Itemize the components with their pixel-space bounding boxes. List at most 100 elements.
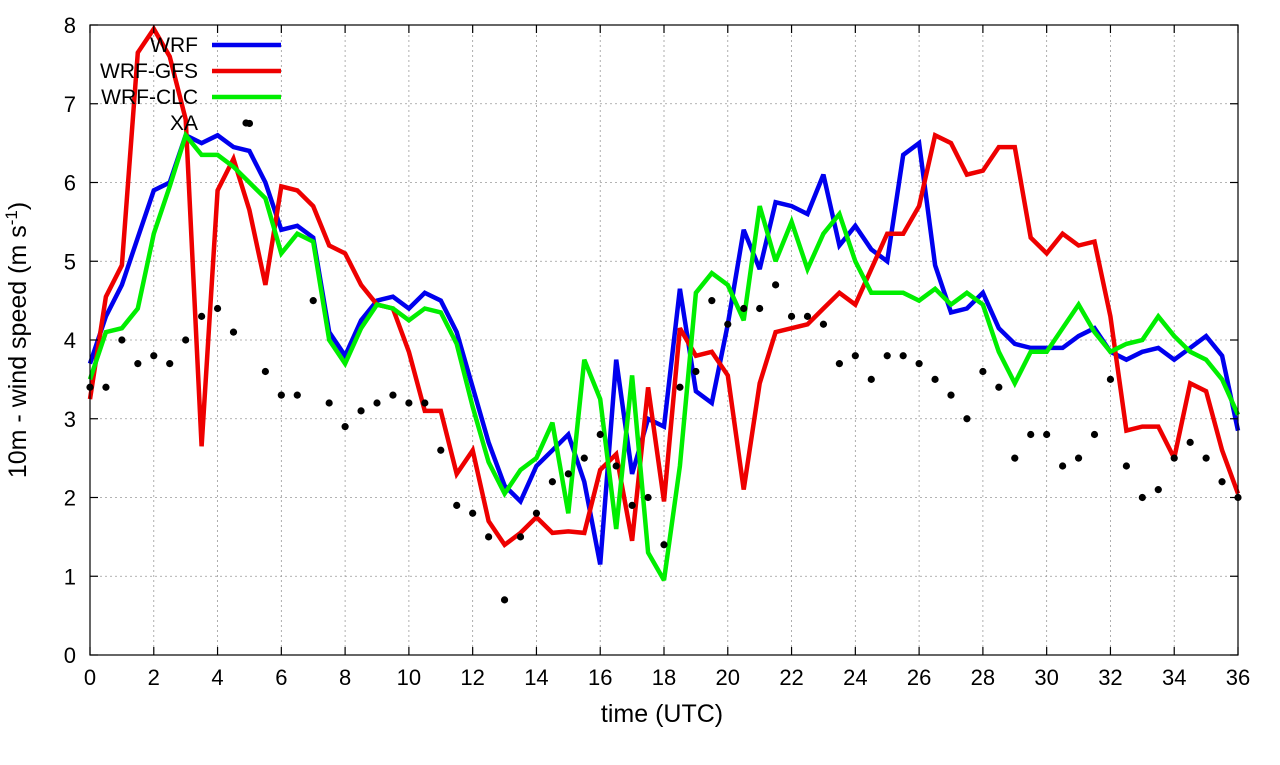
x-tick-label: 34 xyxy=(1162,665,1186,690)
data-point-xa xyxy=(389,391,397,399)
x-tick-label: 16 xyxy=(588,665,612,690)
x-tick-label: 12 xyxy=(460,665,484,690)
x-tick-label: 20 xyxy=(716,665,740,690)
data-point-xa xyxy=(740,304,748,313)
data-point-xa xyxy=(229,328,238,336)
data-point-xa xyxy=(182,336,190,344)
data-point-xa xyxy=(883,352,891,360)
data-point-xa xyxy=(134,360,142,368)
data-point-xa xyxy=(1170,454,1178,462)
x-tick-label: 36 xyxy=(1226,665,1250,690)
data-point-xa xyxy=(564,470,572,478)
data-point-xa xyxy=(485,533,493,541)
data-point-xa xyxy=(1122,462,1130,470)
data-point-xa xyxy=(150,352,158,360)
x-tick-label: 0 xyxy=(84,665,96,690)
data-point-xa xyxy=(979,367,987,376)
legend-marker-xa xyxy=(242,119,250,127)
data-point-xa xyxy=(692,367,700,376)
x-tick-label: 8 xyxy=(339,665,351,690)
data-point-xa xyxy=(772,281,780,289)
data-point-xa xyxy=(676,383,684,391)
data-point-xa xyxy=(915,360,923,368)
y-axis-title-main: 10m - wind speed (m s xyxy=(4,225,32,478)
legend-label-xa: XA xyxy=(170,112,198,135)
y-tick-label: 7 xyxy=(64,92,76,117)
data-point-xa xyxy=(1202,454,1210,462)
data-point-xa xyxy=(198,312,206,320)
data-point-xa xyxy=(644,493,652,502)
data-point-xa xyxy=(469,509,477,517)
x-tick-label: 18 xyxy=(652,665,676,690)
data-point-xa xyxy=(548,478,556,486)
data-point-xa xyxy=(995,383,1003,391)
data-point-xa xyxy=(1027,430,1035,439)
x-tick-label: 26 xyxy=(907,665,931,690)
series-layer xyxy=(86,24,1242,604)
y-tick-label: 3 xyxy=(64,407,76,432)
x-tick-label: 14 xyxy=(524,665,548,690)
x-tick-label: 4 xyxy=(211,665,223,690)
data-point-xa xyxy=(437,446,445,454)
legend-label-wrf-clc: WRF-CLC xyxy=(101,86,198,109)
data-point-xa xyxy=(166,360,174,368)
legend-label-wrf: WRF xyxy=(150,34,198,57)
x-axis-title: time (UTC) xyxy=(601,700,723,728)
series-line-wrf-clc xyxy=(87,130,1241,582)
data-point-xa xyxy=(1138,493,1146,502)
x-tick-label: 6 xyxy=(275,665,287,690)
legend: WRF WRF-GFS WRF-CLC XA xyxy=(100,34,281,135)
x-tick-label: 10 xyxy=(397,665,421,690)
series-line-wrf-gfs xyxy=(87,24,1241,549)
data-point-xa xyxy=(118,336,126,344)
data-point-xa xyxy=(819,320,828,328)
y-tick-label: 2 xyxy=(64,486,76,511)
x-tick-label: 30 xyxy=(1034,665,1058,690)
data-point-xa xyxy=(453,501,461,509)
data-point-xa xyxy=(405,399,413,407)
data-point-xa xyxy=(596,430,604,439)
data-point-xa xyxy=(660,541,668,549)
data-point-xa xyxy=(580,454,588,462)
x-tick-label: 22 xyxy=(779,665,803,690)
data-point-xa xyxy=(899,352,907,360)
data-point-xa xyxy=(1186,438,1194,446)
x-tick-label: 2 xyxy=(148,665,160,690)
data-point-xa xyxy=(867,375,875,383)
data-point-xa xyxy=(532,509,541,517)
y-tick-label: 6 xyxy=(64,171,76,196)
x-tick-label: 28 xyxy=(971,665,995,690)
y-tick-label: 0 xyxy=(64,643,76,668)
data-point-xa xyxy=(261,367,269,376)
data-point-xa xyxy=(1154,486,1162,494)
data-point-xa xyxy=(516,533,525,541)
data-point-xa xyxy=(1074,454,1083,462)
data-point-xa xyxy=(277,391,285,399)
data-point-xa xyxy=(1218,478,1226,486)
data-point-xa xyxy=(708,297,716,305)
data-point-xa xyxy=(1059,462,1067,470)
data-point-xa xyxy=(1090,430,1099,439)
x-tick-label: 24 xyxy=(843,665,867,690)
data-point-xa xyxy=(851,352,859,360)
data-point-xa xyxy=(787,312,796,320)
axis-ticks: 0 2 4 6 8 10 12 14 16 18 20 22 24 26 28 30 32 34 360123456… xyxy=(64,13,1250,690)
data-point-xa xyxy=(931,375,939,383)
data-point-xa xyxy=(373,399,381,407)
data-point-xa xyxy=(628,501,636,509)
data-point-xa xyxy=(1106,375,1115,383)
data-point-xa xyxy=(963,415,971,423)
data-point-xa xyxy=(325,399,333,407)
data-point-xa xyxy=(756,304,764,313)
data-point-xa xyxy=(1043,430,1051,439)
data-point-xa xyxy=(293,391,301,399)
x-tick-label: 32 xyxy=(1098,665,1122,690)
y-axis-title-tail: ) xyxy=(4,202,32,210)
y-tick-label: 4 xyxy=(64,328,76,353)
data-point-xa xyxy=(309,297,317,305)
grid xyxy=(90,25,1238,655)
data-point-xa xyxy=(357,407,365,415)
